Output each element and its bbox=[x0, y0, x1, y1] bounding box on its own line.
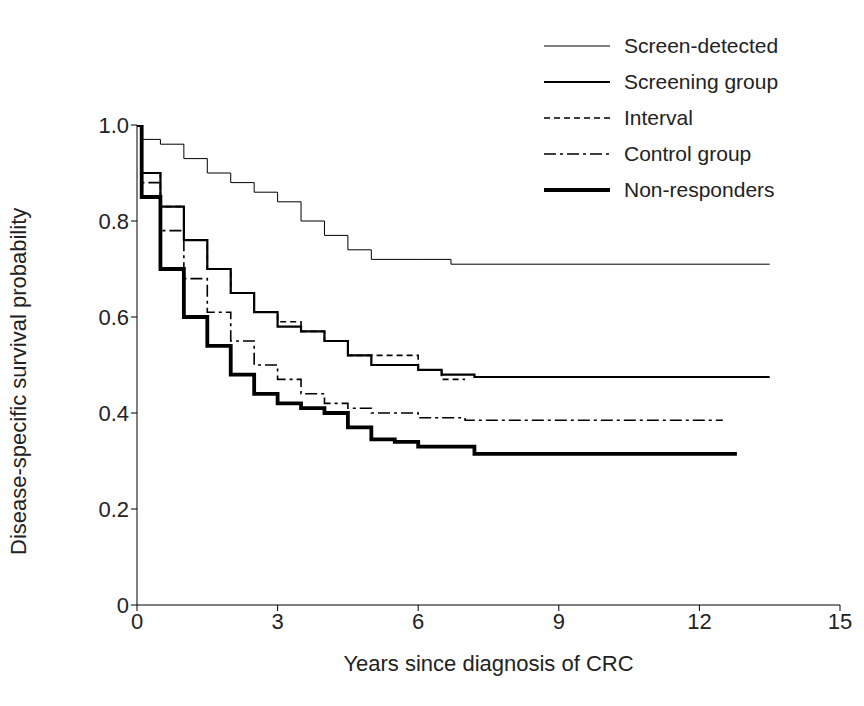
svg-text:0: 0 bbox=[117, 593, 129, 618]
svg-text:Disease-specific survival prob: Disease-specific survival probability bbox=[8, 208, 31, 555]
svg-text:0.4: 0.4 bbox=[98, 401, 129, 426]
html-text:Non-responders: Non-responders bbox=[624, 178, 775, 201]
svg-text:0.2: 0.2 bbox=[98, 497, 129, 522]
html-text:Control group: Control group bbox=[624, 142, 752, 165]
svg-text:0.6: 0.6 bbox=[98, 305, 129, 330]
svg-text:1.0: 1.0 bbox=[98, 113, 129, 138]
svg-text:12: 12 bbox=[687, 609, 711, 634]
svg-text:6: 6 bbox=[412, 609, 424, 634]
html-text:Screen-detected: Screen-detected bbox=[624, 34, 779, 57]
svg-text:0: 0 bbox=[131, 609, 143, 634]
svg-text:Years since diagnosis of CRC: Years since diagnosis of CRC bbox=[343, 651, 633, 676]
svg-text:9: 9 bbox=[553, 609, 565, 634]
svg-text:3: 3 bbox=[271, 609, 283, 634]
html-text:Screening group: Screening group bbox=[624, 70, 779, 93]
html-text:Interval: Interval bbox=[624, 106, 693, 129]
svg-text:15: 15 bbox=[828, 609, 852, 634]
svg-text:0.8: 0.8 bbox=[98, 209, 129, 234]
